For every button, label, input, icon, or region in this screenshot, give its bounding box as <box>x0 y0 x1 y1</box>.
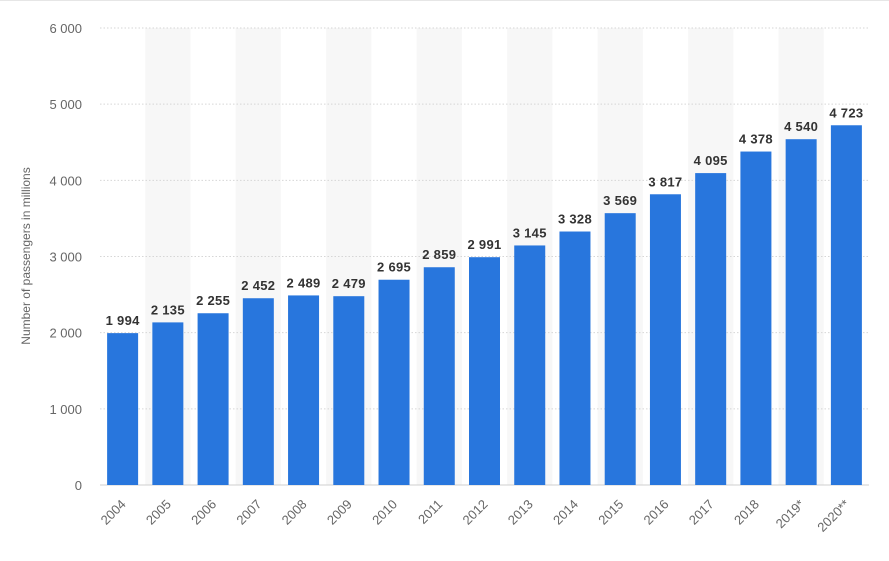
x-tick-label: 2019* <box>773 497 808 532</box>
data-label: 4 540 <box>784 119 818 134</box>
bar[interactable] <box>830 125 862 485</box>
bar[interactable] <box>242 298 274 485</box>
data-label: 4 095 <box>694 153 728 168</box>
data-label: 3 328 <box>558 212 592 227</box>
x-tick-label: 2006 <box>188 497 219 528</box>
bar[interactable] <box>197 313 229 485</box>
data-label: 3 569 <box>603 193 637 208</box>
x-tick-label: 2017 <box>686 497 717 528</box>
bar[interactable] <box>288 295 320 485</box>
bar[interactable] <box>333 296 365 485</box>
x-tick-label: 2015 <box>595 497 626 528</box>
data-label: 2 859 <box>422 247 456 262</box>
data-labels: 1 994 2 135 2 255 2 452 2 489 2 479 2 695 2 859… <box>106 105 864 328</box>
x-tick-label: 2013 <box>505 497 536 528</box>
x-tick-label: 2016 <box>641 497 672 528</box>
data-label: 2 489 <box>287 275 321 290</box>
y-tick-label: 6 000 <box>49 21 82 36</box>
data-label: 1 994 <box>106 313 141 328</box>
data-label: 2 695 <box>377 260 411 275</box>
bar[interactable] <box>514 245 546 485</box>
x-tick-label: 2007 <box>233 497 264 528</box>
bar[interactable] <box>604 213 636 485</box>
bar[interactable] <box>378 279 410 485</box>
x-tick-label: 2014 <box>550 497 581 528</box>
data-label: 2 479 <box>332 276 366 291</box>
x-tick-label: 2009 <box>324 497 355 528</box>
y-tick-label: 2 000 <box>49 326 82 341</box>
y-tick-label: 0 <box>75 478 82 493</box>
x-tick-label: 2020** <box>814 497 852 535</box>
data-label: 3 145 <box>513 225 547 240</box>
bar[interactable] <box>107 333 139 485</box>
x-tick-label: 2011 <box>415 497 445 527</box>
bar[interactable] <box>695 173 727 485</box>
bar[interactable] <box>785 139 817 485</box>
bar[interactable] <box>152 322 184 485</box>
bars <box>107 125 862 485</box>
bar[interactable] <box>649 194 681 485</box>
data-label: 2 135 <box>151 302 185 317</box>
y-tick-label: 4 000 <box>49 173 82 188</box>
data-label: 3 817 <box>648 174 682 189</box>
bar[interactable] <box>469 257 500 485</box>
bar[interactable] <box>423 267 455 485</box>
x-tick-label: 2012 <box>460 497 491 528</box>
data-label: 2 452 <box>241 278 275 293</box>
x-tick-label: 2005 <box>143 497 174 528</box>
bar[interactable] <box>740 151 772 485</box>
data-label: 4 723 <box>829 105 863 120</box>
x-tick-label: 2004 <box>98 497 129 528</box>
y-tick-label: 1 000 <box>49 402 82 417</box>
y-tick-label: 5 000 <box>49 97 82 112</box>
x-tick-label: 2018 <box>731 497 762 528</box>
y-axis-label: Number of passengers in millions <box>19 167 33 344</box>
data-label: 2 255 <box>196 293 230 308</box>
data-label: 4 378 <box>739 132 773 147</box>
data-label: 2 991 <box>467 237 501 252</box>
x-tick-label: 2010 <box>369 497 400 528</box>
x-tick-label: 2008 <box>279 497 310 528</box>
y-axis-ticks: 0 1 000 2 000 3 000 4 000 5 000 6 000 <box>49 21 82 493</box>
x-axis-ticks: 2004 2005 2006 2007 2008 2009 2010 2011 2012 2013… <box>98 497 853 535</box>
bar[interactable] <box>559 231 591 485</box>
y-tick-label: 3 000 <box>49 250 82 265</box>
